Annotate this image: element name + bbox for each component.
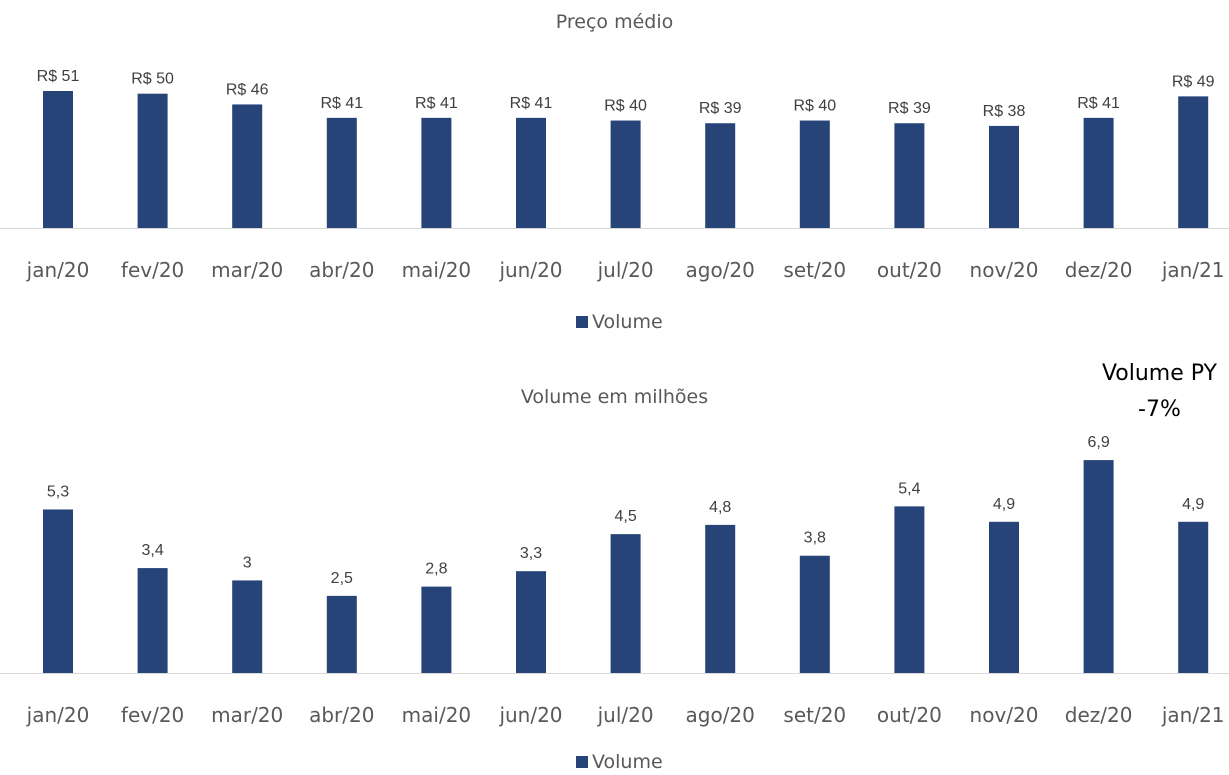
data-label: R$ 51 [37,68,80,85]
x-tick-label: mai/20 [402,258,471,282]
data-label: 6,9 [1087,434,1109,451]
x-tick-label: set/20 [783,258,846,282]
volume-py-callout: Volume PY -7% [1102,356,1217,428]
legend-label: Volume [592,311,663,333]
bar [43,509,73,673]
data-label: R$ 50 [131,71,174,88]
data-label: R$ 41 [1077,95,1120,112]
bar [989,125,1019,228]
x-tick-label: nov/20 [970,703,1039,727]
data-label: 5,4 [898,480,920,497]
x-tick-label: ago/20 [686,703,755,727]
x-tick-label: dez/20 [1065,258,1133,282]
bar [989,521,1019,673]
bar [705,123,736,228]
x-tick-label: jan/20 [26,258,90,282]
bar [137,93,168,228]
data-label: R$ 39 [699,100,742,117]
data-label: R$ 40 [604,98,647,115]
bar [799,120,830,228]
bar [232,104,263,228]
data-label: R$ 39 [888,100,931,117]
bar [326,117,357,228]
x-tick-label: mar/20 [211,258,283,282]
x-tick-label: abr/20 [309,703,374,727]
x-tick-label: jan/21 [1161,258,1225,282]
bar [1178,521,1209,673]
bar [610,534,641,673]
x-tick-label: abr/20 [309,258,374,282]
x-tick-label: jan/20 [26,703,90,727]
bar [43,91,73,228]
bar [894,506,925,673]
bar [421,586,452,673]
data-label: 4,9 [1182,496,1204,513]
x-tick-label: mai/20 [402,703,471,727]
data-label: R$ 46 [226,81,269,98]
data-label: 3,4 [141,542,163,559]
data-label: R$ 41 [510,95,553,112]
x-tick-label: out/20 [877,258,942,282]
data-label: 5,3 [47,483,69,500]
x-tick-label: nov/20 [970,258,1039,282]
bar [894,123,925,228]
data-label: R$ 49 [1172,73,1215,90]
chart-title: Volume em milhões [521,386,708,408]
data-label: 4,8 [709,499,731,516]
data-label: R$ 41 [415,95,458,112]
bar [326,595,357,673]
bar [137,568,168,673]
data-label: R$ 40 [793,98,836,115]
bar [232,580,263,673]
data-label: 2,5 [331,570,353,587]
price-chart: Preço médio R$ 51 jan/20 R$ 50 fev/20 R$ 46 ma… [0,0,1229,360]
x-tick-label: fev/20 [121,258,184,282]
x-tick-label: fev/20 [121,703,184,727]
legend-swatch [576,756,588,768]
data-label: R$ 38 [983,103,1026,120]
legend-swatch [576,316,588,328]
x-tick-label: jul/20 [597,703,654,727]
bar [705,524,736,673]
x-tick-label: out/20 [877,703,942,727]
bar [1178,96,1209,228]
callout-value: -7% [1138,397,1181,422]
chart-title: Preço médio [556,11,673,33]
x-tick-label: mar/20 [211,703,283,727]
callout-title: Volume PY [1101,361,1217,386]
bar [799,555,830,673]
x-tick-label: dez/20 [1065,703,1133,727]
x-tick-label: jan/21 [1161,703,1225,727]
data-label: 3,3 [520,545,542,562]
bar [610,120,641,228]
legend-label: Volume [592,751,663,773]
x-tick-label: jun/20 [498,703,562,727]
volume-chart-svg: Volume em milhões 5,3 jan/20 3,4 fev/20 3 mar/… [0,386,1229,773]
x-tick-label: jul/20 [597,258,654,282]
bar [421,117,452,228]
data-label: 4,5 [614,508,636,525]
price-chart-svg: Preço médio R$ 51 jan/20 R$ 50 fev/20 R$ 46 ma… [0,11,1229,333]
volume-chart: Volume em milhões 5,3 jan/20 3,4 fev/20 3 mar/… [0,365,1229,775]
x-tick-label: ago/20 [686,258,755,282]
x-tick-label: set/20 [783,703,846,727]
data-label: 3 [243,554,252,571]
bar [516,117,546,228]
data-label: 4,9 [993,496,1015,513]
data-label: R$ 41 [320,95,363,112]
data-label: 3,8 [804,530,826,547]
bar [1083,460,1114,673]
bar [516,571,546,673]
bar [1083,117,1114,228]
data-label: 2,8 [425,561,447,578]
x-tick-label: jun/20 [498,258,562,282]
